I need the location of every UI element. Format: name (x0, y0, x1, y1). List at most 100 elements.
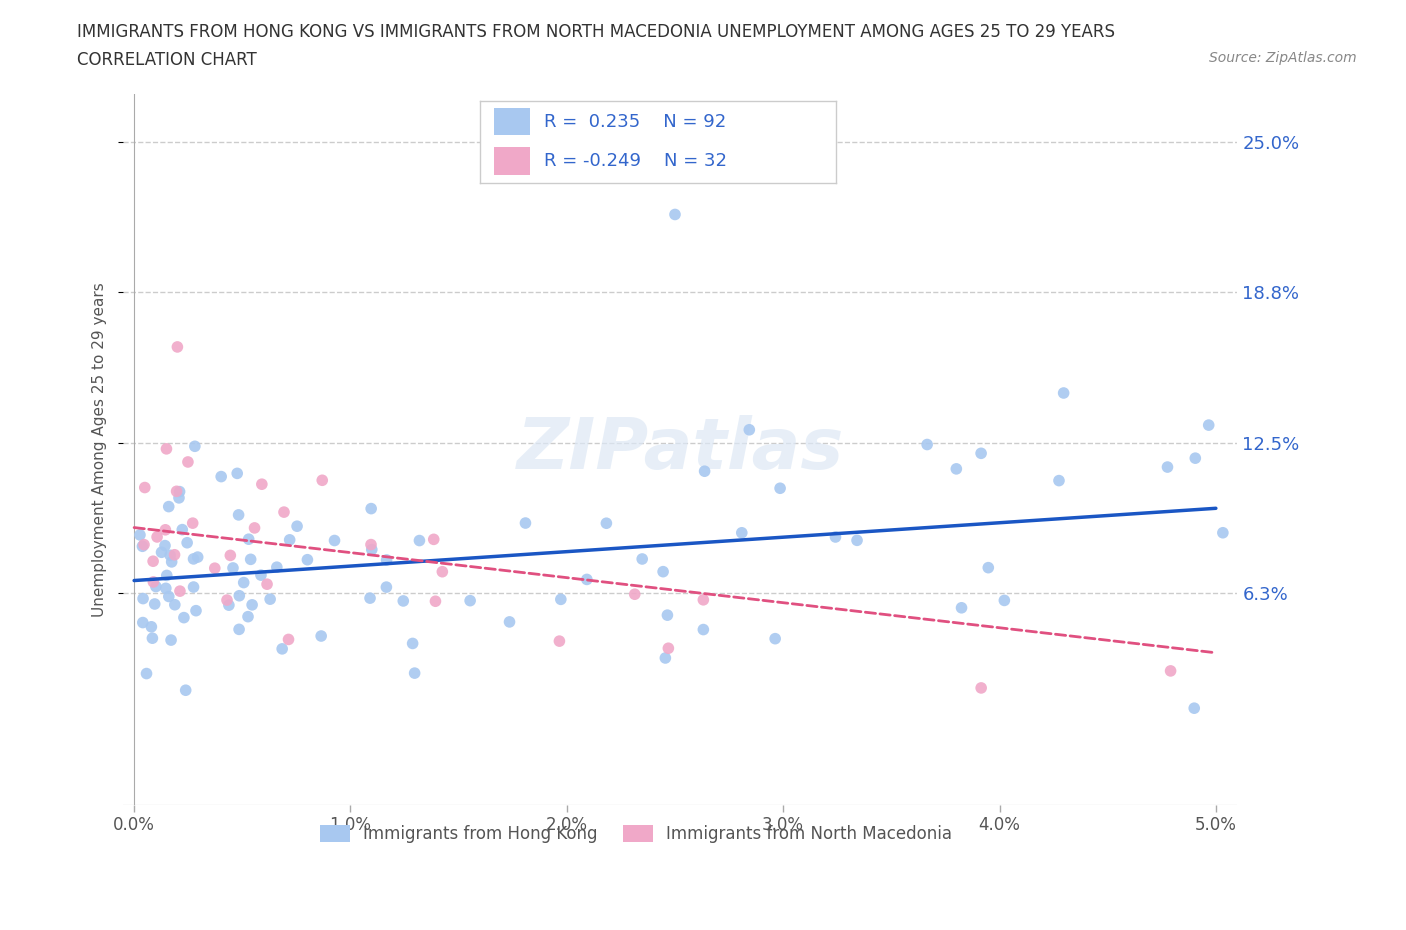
Text: CORRELATION CHART: CORRELATION CHART (77, 51, 257, 69)
Point (515, 515, 537, 530)
Point (273, 505, 295, 520)
Point (915, 437, 938, 452)
Point (163, 548, 186, 563)
Point (172, 522, 194, 537)
Point (692, 622, 714, 637)
Point (1182, 700, 1205, 715)
Point (498, 615, 520, 630)
Point (311, 472, 333, 487)
Point (153, 538, 176, 553)
Point (219, 548, 242, 563)
Point (654, 651, 676, 666)
Point (163, 597, 186, 612)
Point (250, 567, 273, 582)
Point (141, 619, 163, 634)
Point (1047, 473, 1070, 488)
Point (401, 636, 423, 651)
Point (1156, 459, 1178, 474)
Point (970, 681, 993, 696)
Point (375, 552, 398, 567)
Point (595, 516, 617, 531)
Point (458, 593, 481, 608)
Point (156, 568, 179, 583)
Point (131, 538, 153, 553)
Point (425, 593, 447, 608)
Point (155, 442, 177, 457)
Point (693, 464, 716, 479)
Point (360, 538, 382, 552)
Point (218, 598, 240, 613)
Point (977, 560, 1000, 575)
Point (145, 579, 167, 594)
Point (228, 508, 250, 523)
Point (657, 607, 679, 622)
Point (132, 615, 155, 630)
Point (181, 516, 204, 531)
Point (970, 445, 993, 460)
Point (1212, 525, 1234, 540)
Point (1052, 386, 1074, 401)
Point (277, 632, 299, 647)
Point (945, 461, 967, 476)
Point (157, 499, 180, 514)
Point (769, 481, 792, 496)
Point (166, 484, 188, 498)
Point (142, 553, 165, 568)
Point (692, 592, 714, 607)
Point (285, 519, 308, 534)
Point (1184, 451, 1206, 466)
Text: IMMIGRANTS FROM HONG KONG VS IMMIGRANTS FROM NORTH MACEDONIA UNEMPLOYMENT AMONG : IMMIGRANTS FROM HONG KONG VS IMMIGRANTS … (77, 23, 1115, 41)
Point (166, 339, 188, 354)
Point (1160, 663, 1182, 678)
Point (160, 554, 183, 569)
Point (169, 584, 191, 599)
Point (375, 579, 398, 594)
Point (169, 485, 191, 499)
Point (132, 538, 155, 552)
Point (404, 666, 426, 681)
Point (271, 642, 294, 657)
Point (226, 466, 249, 481)
Point (176, 536, 198, 551)
Point (209, 469, 232, 484)
Point (135, 666, 157, 681)
Point (993, 593, 1015, 608)
Point (259, 591, 281, 606)
Point (173, 610, 195, 625)
Point (1198, 418, 1220, 432)
Point (134, 480, 156, 495)
Point (228, 622, 250, 637)
Point (146, 529, 169, 544)
Point (232, 575, 254, 590)
Point (204, 561, 226, 576)
Point (846, 533, 869, 548)
Point (359, 591, 381, 605)
Point (250, 477, 273, 492)
Point (309, 629, 332, 644)
Point (183, 551, 205, 566)
Point (763, 631, 786, 646)
Point (187, 550, 209, 565)
Point (623, 587, 645, 602)
Legend: Immigrants from Hong Kong, Immigrants from North Macedonia: Immigrants from Hong Kong, Immigrants fr… (314, 818, 959, 849)
Point (167, 490, 190, 505)
Point (422, 532, 444, 547)
Point (256, 577, 278, 591)
Point (159, 548, 181, 563)
Point (432, 565, 454, 579)
Point (177, 455, 200, 470)
Point (548, 633, 571, 648)
Point (575, 572, 598, 587)
Point (155, 581, 177, 596)
Point (408, 533, 430, 548)
Point (652, 565, 675, 579)
Point (323, 533, 346, 548)
Point (278, 532, 301, 547)
Text: ZIPatlas: ZIPatlas (517, 415, 844, 484)
Point (657, 641, 679, 656)
Point (236, 609, 259, 624)
Point (239, 551, 262, 566)
Point (664, 207, 686, 222)
Point (238, 532, 260, 547)
Point (360, 542, 382, 557)
